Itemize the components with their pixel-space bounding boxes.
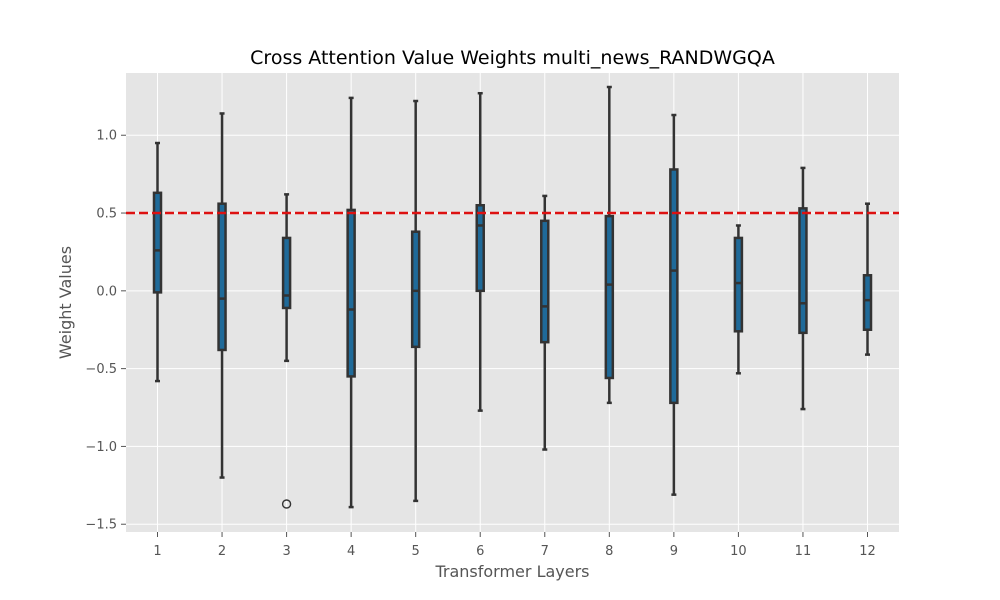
x-axis-ticks: 1 2 3 4 5 6 7 8 9 10 11 12 [153, 532, 876, 559]
y-tick-label: 1.0 [96, 129, 117, 144]
box-layer-7 [540, 194, 550, 451]
box-body [733, 236, 744, 333]
outlier-point [281, 499, 292, 509]
x-tick-label: 9 [670, 544, 678, 559]
y-axis-ticks: −1.5 −1.0 −0.5 0.0 0.5 1.0 [85, 129, 126, 533]
box-layer-10 [733, 224, 744, 375]
x-tick-label: 5 [412, 544, 420, 559]
box-series [152, 85, 873, 509]
box-layer-2 [217, 112, 227, 479]
y-axis-label: Weight Values [56, 246, 75, 359]
x-tick-label: 8 [605, 544, 613, 559]
box-layer-6 [475, 91, 485, 412]
box-body [281, 236, 292, 310]
plot-area-background [126, 73, 899, 532]
box-body [475, 204, 485, 293]
box-layer-8 [604, 85, 615, 405]
x-tick-label: 12 [859, 544, 876, 559]
box-layer-4 [346, 96, 356, 509]
y-tick-label: 0.0 [96, 284, 117, 299]
box-body [540, 219, 550, 344]
box-layer-1 [152, 141, 163, 383]
x-tick-label: 11 [795, 544, 812, 559]
box-body [346, 208, 356, 378]
box-body [862, 274, 873, 331]
box-layer-9 [669, 113, 679, 496]
box-body [798, 207, 808, 335]
x-tick-label: 2 [218, 544, 226, 559]
box-layer-3 [281, 193, 292, 509]
x-tick-label: 1 [153, 544, 161, 559]
x-tick-label: 10 [730, 544, 747, 559]
box-layer-12 [862, 202, 873, 356]
y-tick-label: 0.5 [96, 207, 117, 222]
x-tick-label: 3 [282, 544, 290, 559]
chart-title: Cross Attention Value Weights multi_news… [250, 47, 775, 69]
x-axis-label: Transformer Layers [434, 562, 589, 581]
y-tick-label: −1.5 [85, 518, 117, 533]
box-layer-11 [798, 166, 808, 411]
y-tick-label: −0.5 [85, 362, 117, 377]
box-body [152, 191, 163, 294]
box-body [410, 230, 421, 349]
box-body [604, 214, 615, 380]
x-tick-label: 6 [476, 544, 484, 559]
box-body [669, 168, 679, 405]
box-layer-5 [410, 99, 421, 503]
x-tick-label: 4 [347, 544, 355, 559]
y-tick-label: −1.0 [85, 440, 117, 455]
box-body [217, 202, 227, 352]
x-tick-label: 7 [541, 544, 549, 559]
